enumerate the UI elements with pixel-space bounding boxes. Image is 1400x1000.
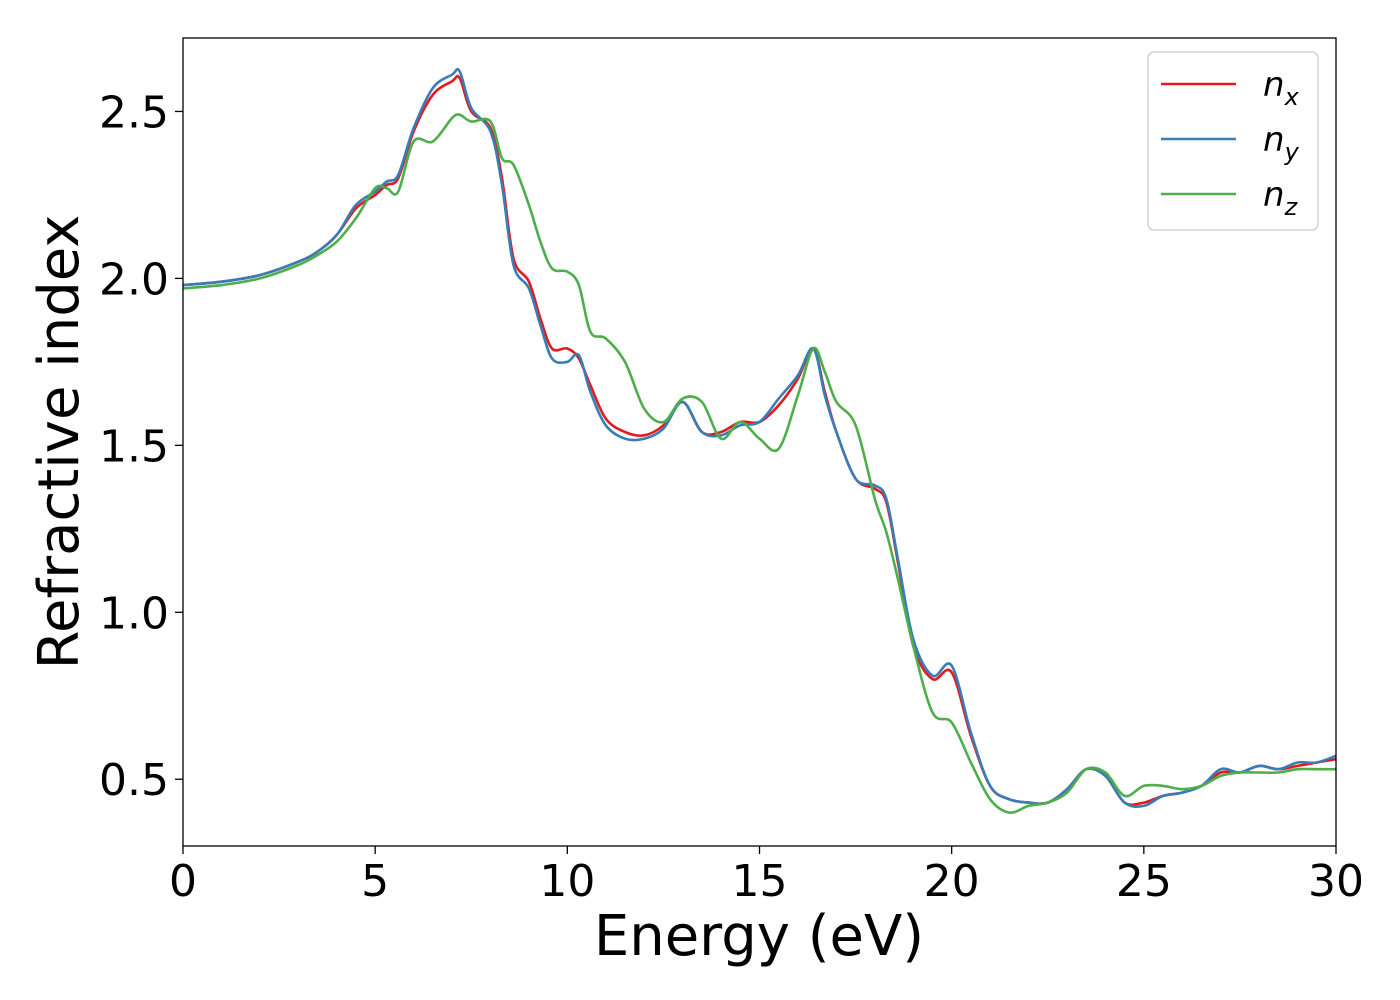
x-tick-label: 15 [732, 856, 788, 907]
series-layer [183, 67, 1336, 814]
y-tick-label: 2.0 [99, 254, 169, 305]
x-tick-label: 10 [539, 856, 595, 907]
y-axis: 0.5 1.0 1.5 2.0 2.5 [99, 87, 183, 806]
x-axis-title: Energy (eV) [594, 904, 924, 969]
x-tick-label: 30 [1308, 856, 1364, 907]
x-tick-label: 0 [169, 856, 197, 907]
y-tick-label: 1.0 [99, 588, 169, 639]
x-tick-label: 5 [361, 856, 389, 907]
x-tick-label: 25 [1116, 856, 1172, 907]
y-tick-label: 2.5 [99, 87, 169, 138]
y-tick-label: 0.5 [99, 755, 169, 806]
legend-label-x: nx [1263, 65, 1300, 111]
y-tick-label: 1.5 [99, 421, 169, 472]
y-axis-title: Refractive index [27, 215, 92, 670]
series-line-y [183, 67, 1336, 808]
legend-label-y: ny [1263, 120, 1300, 166]
x-tick-label: 20 [924, 856, 980, 907]
legend-frame [1147, 51, 1319, 231]
x-axis: 0 5 10 15 20 25 30 [169, 846, 1364, 907]
series-line-z [183, 113, 1336, 814]
